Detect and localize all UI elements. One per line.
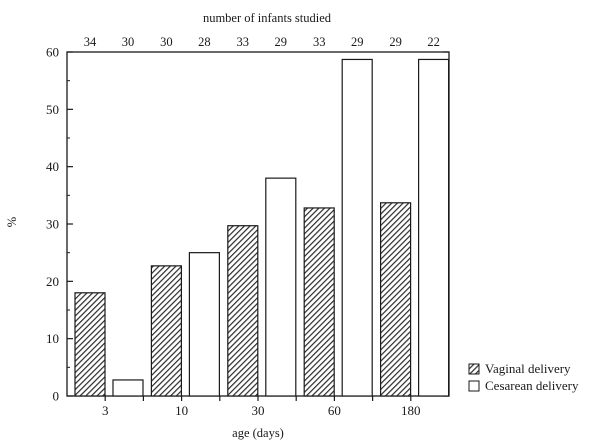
y-tick-label: 50 bbox=[46, 102, 59, 117]
x-tick-label: 3 bbox=[102, 403, 109, 418]
bar-cesarean-3 bbox=[112, 379, 144, 397]
top-counts: 34 30 30 28 33 29 33 29 29 22 bbox=[84, 35, 440, 49]
bar-vaginal-30 bbox=[227, 225, 259, 397]
bar-cesarean-30 bbox=[265, 177, 297, 397]
y-tick-label: 40 bbox=[46, 159, 59, 174]
count-vaginal-180: 29 bbox=[389, 35, 402, 49]
x-tick-label: 10 bbox=[175, 403, 188, 418]
legend-label-cesarean: Cesarean delivery bbox=[485, 378, 579, 393]
legend-swatch-cesarean bbox=[468, 380, 480, 392]
y-tick-label: 60 bbox=[46, 45, 59, 60]
x-tick-label: 30 bbox=[252, 403, 265, 418]
y-tick-label: 20 bbox=[46, 274, 59, 289]
x-axis-title: age (days) bbox=[232, 426, 284, 440]
bar-vaginal-60 bbox=[303, 207, 335, 397]
legend-swatch-vaginal bbox=[468, 363, 480, 375]
bar-cesarean-10 bbox=[188, 252, 220, 397]
x-tick-label: 180 bbox=[401, 403, 421, 418]
y-tick-label: 30 bbox=[46, 217, 59, 232]
bars bbox=[74, 58, 450, 397]
count-cesarean-3: 30 bbox=[122, 35, 135, 49]
top-axis-title: number of infants studied bbox=[203, 11, 332, 25]
count-vaginal-60: 33 bbox=[313, 35, 326, 49]
count-vaginal-3: 34 bbox=[84, 35, 97, 49]
bar-vaginal-3 bbox=[74, 292, 106, 397]
bar-cesarean-60 bbox=[341, 58, 373, 397]
y-tick-label: 10 bbox=[46, 331, 59, 346]
x-tick-label: 60 bbox=[328, 403, 341, 418]
count-cesarean-180: 22 bbox=[427, 35, 440, 49]
y-tick-label: 0 bbox=[53, 389, 60, 404]
bar-vaginal-10 bbox=[150, 265, 182, 397]
x-axis: 3 10 30 60 180 bbox=[102, 396, 421, 418]
legend: Vaginal delivery Cesarean delivery bbox=[468, 361, 579, 393]
legend-label-vaginal: Vaginal delivery bbox=[485, 361, 571, 376]
count-cesarean-60: 29 bbox=[351, 35, 364, 49]
y-axis-title: % bbox=[5, 217, 19, 227]
bar-vaginal-180 bbox=[380, 202, 412, 397]
count-vaginal-10: 30 bbox=[160, 35, 173, 49]
count-cesarean-10: 28 bbox=[198, 35, 211, 49]
bar-cesarean-180 bbox=[418, 58, 450, 397]
count-vaginal-30: 33 bbox=[237, 35, 250, 49]
count-cesarean-30: 29 bbox=[275, 35, 288, 49]
y-axis: 0 10 20 30 40 50 60 bbox=[46, 45, 449, 404]
